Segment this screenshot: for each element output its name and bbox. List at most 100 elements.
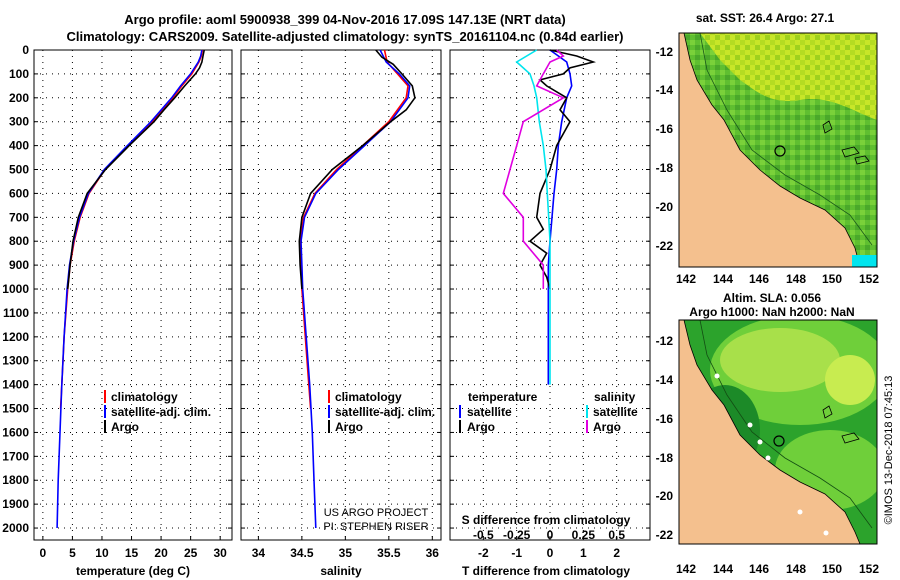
s-xtick-label: 0.25 (572, 528, 596, 542)
legend-argo: Argo (335, 420, 363, 434)
temperature-panel: 0100200300400500600700800900100011001200… (2, 43, 233, 578)
legend-temperature-title: temperature (468, 390, 538, 404)
depth-tick-label: 900 (9, 258, 29, 272)
xtick-label: 36 (426, 546, 440, 560)
project-note-1: US ARGO PROJECT (324, 507, 429, 519)
sst-cold-patch (852, 255, 877, 267)
project-note-2: PI: STEPHEN RISER (323, 521, 428, 533)
legend-argo: Argo (111, 420, 139, 434)
sla-ytick: -16 (656, 412, 674, 426)
salinity-frame (240, 49, 442, 541)
legend-satellite: satellite-adj. clim. (111, 405, 211, 419)
depth-tick-label: 500 (9, 163, 29, 177)
sst-ytick: -14 (656, 83, 674, 97)
depth-tick-label: 2000 (2, 521, 29, 535)
sla-xtick: 146 (749, 562, 769, 576)
sst-reefs (822, 120, 870, 165)
sla-argo-position (773, 435, 785, 447)
depth-tick-label: 1800 (2, 473, 29, 487)
legend-satellite: satellite-adj. clim. (335, 405, 435, 419)
sla-map-title2: Argo h1000: NaN h2000: NaN (689, 305, 854, 319)
legend-mark-s-satellite (586, 405, 588, 418)
sla-float-marker (797, 509, 803, 515)
legend-mark-satellite (104, 405, 106, 418)
series-line-argo-salinity- (502, 49, 566, 289)
sst-map-frame (678, 32, 878, 268)
legend-s-argo: Argo (593, 420, 621, 434)
sla-ytick: -14 (656, 373, 674, 387)
sla-ytick: -12 (656, 334, 674, 348)
series-line-argo (298, 49, 416, 290)
depth-tick-label: 0 (22, 43, 29, 57)
s-xtick-label: -0.5 (473, 528, 494, 542)
xtick-label: 34.5 (290, 546, 314, 560)
legend-salinity-title: salinity (594, 390, 636, 404)
sla-map-frame (678, 319, 878, 545)
depth-tick-label: 800 (9, 234, 29, 248)
series-line-argo-temperature- (528, 49, 597, 290)
side-stamp: ©IMOS 13-Dec-2018 07:45:13 (883, 376, 895, 525)
depth-tick-label: 1400 (2, 378, 29, 392)
depth-tick-label: 1500 (2, 402, 29, 416)
xtick-label: 34 (252, 546, 266, 560)
header-line2: Climatology: CARS2009. Satellite-adjuste… (66, 29, 623, 44)
sla-xtick: 150 (822, 562, 842, 576)
series-line-satellite-adj-clim- (300, 49, 411, 529)
legend-t-argo: Argo (467, 420, 495, 434)
xtick-label: 20 (154, 546, 168, 560)
sst-xtick: 144 (713, 272, 733, 286)
sst-argo-position (774, 145, 786, 157)
sla-reefs (822, 405, 860, 444)
header-line1: Argo profile: aoml 5900938_399 04-Nov-20… (124, 12, 566, 27)
xtick-label: 10 (95, 546, 109, 560)
legend-mark-climatology (104, 390, 106, 403)
xtick-label: -1 (511, 546, 522, 560)
xtick-label: 25 (184, 546, 198, 560)
temperature-frame (33, 49, 233, 541)
series-line-argo (66, 49, 205, 290)
sla-ytick: -20 (656, 489, 674, 503)
series-line-climatology (299, 49, 409, 409)
legend-mark-s-argo (586, 420, 588, 433)
legend-climatology: climatology (111, 390, 178, 404)
difference-panel: -2 -1 0 1 2 -0.5 -0.25 0 0.25 0.5 T difference f… (449, 49, 651, 578)
xtick-label: 0 (547, 546, 554, 560)
xtick-label: 5 (69, 546, 76, 560)
legend-mark-satellite (328, 405, 330, 418)
legend-mark-climatology (328, 390, 330, 403)
depth-tick-label: 1900 (2, 497, 29, 511)
sla-xtick: 152 (859, 562, 879, 576)
temperature-legend: climatology satellite-adj. clim. Argo (104, 390, 211, 434)
legend-climatology: climatology (335, 390, 402, 404)
sst-ytick: -12 (656, 45, 674, 59)
sla-xtick: 144 (713, 562, 733, 576)
xtick-label: 15 (125, 546, 139, 560)
sst-map-title: sat. SST: 26.4 Argo: 27.1 (696, 11, 835, 25)
temperature-xlabel: temperature (deg C) (76, 564, 190, 578)
sla-float-marker (757, 439, 763, 445)
salinity-panel: 34 34.5 35 35.5 36 salinity climatology sate… (240, 49, 442, 578)
sst-xtick: 142 (676, 272, 696, 286)
legend-mark-t-argo (459, 420, 461, 433)
depth-tick-label: 1000 (2, 282, 29, 296)
salinity-xlabel: salinity (320, 564, 362, 578)
sst-ytick: -20 (656, 200, 674, 214)
sla-float-marker (765, 455, 771, 461)
sla-region (825, 355, 875, 405)
sla-region (720, 328, 840, 392)
depth-tick-label: 1300 (2, 354, 29, 368)
sla-float-marker (747, 422, 753, 428)
depth-tick-label: 100 (9, 67, 29, 81)
sst-ytick: -22 (656, 239, 674, 253)
sla-isobath (699, 320, 873, 529)
sst-xtick: 146 (749, 272, 769, 286)
series-line-satellite-salinity- (515, 49, 551, 385)
sst-map: sat. SST: 26.4 Argo: 27.1 (656, 11, 880, 286)
sla-ytick: -18 (656, 451, 674, 465)
sst-isobath (699, 33, 873, 246)
depth-tick-label: 1600 (2, 425, 29, 439)
xtick-label: 35 (339, 546, 353, 560)
legend-mark-t-satellite (459, 405, 461, 418)
sla-float-marker (714, 373, 720, 379)
